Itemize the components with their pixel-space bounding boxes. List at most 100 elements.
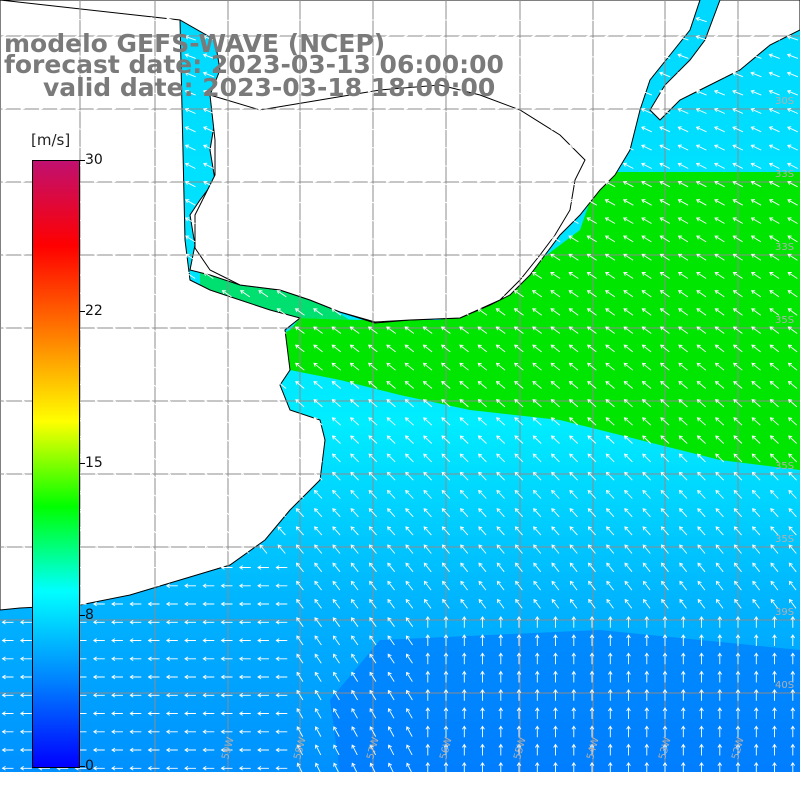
wind-arrow — [113, 471, 122, 481]
wind-arrow — [3, 435, 13, 444]
wind-arrow — [314, 635, 322, 646]
wind-arrow — [553, 761, 558, 772]
wind-arrow — [387, 744, 395, 756]
wind-arrow — [551, 562, 560, 573]
wind-arrow — [550, 435, 560, 444]
wind-arrow — [532, 489, 542, 499]
wind-arrow — [458, 217, 470, 224]
wind-arrow — [314, 617, 322, 627]
wind-arrow — [768, 16, 780, 23]
wind-arrow — [258, 308, 269, 316]
wind-arrow — [404, 272, 415, 279]
wind-arrow — [386, 344, 396, 353]
wind-arrow — [498, 670, 503, 683]
wind-arrow — [3, 489, 13, 499]
wind-arrow — [130, 144, 141, 151]
wind-arrow — [626, 725, 631, 738]
wind-arrow — [533, 598, 541, 609]
wind-arrow — [239, 89, 251, 96]
wind-arrow — [38, 89, 50, 96]
wind-arrow — [717, 743, 722, 756]
wind-arrow — [130, 326, 141, 334]
wind-arrow — [751, 362, 761, 371]
wind-arrow — [513, 235, 524, 243]
wind-arrow — [715, 489, 724, 499]
wind-arrow — [550, 326, 561, 334]
wind-arrow — [770, 580, 779, 591]
wind-arrow — [658, 53, 671, 59]
wind-arrow — [112, 417, 122, 426]
wind-arrow — [369, 598, 377, 609]
wind-arrow — [531, 144, 543, 151]
wind-arrow — [569, 526, 578, 536]
wind-arrow — [662, 652, 668, 665]
wind-arrow — [294, 326, 305, 334]
wind-arrow — [462, 743, 467, 756]
wind-arrow — [586, 71, 598, 78]
wind-arrow — [149, 362, 159, 371]
wind-arrow — [331, 399, 341, 408]
wind-arrow — [332, 617, 341, 627]
wind-arrow — [513, 71, 525, 78]
wind-arrow — [295, 526, 304, 536]
wind-arrow — [220, 583, 233, 588]
wind-arrow — [203, 344, 214, 353]
wind-arrow — [204, 526, 213, 536]
wind-arrow — [276, 290, 287, 298]
wind-arrow — [495, 344, 506, 353]
wind-arrow — [750, 290, 762, 298]
wind-arrow — [589, 670, 595, 683]
wind-arrow — [622, 199, 634, 206]
wind-arrow — [20, 71, 32, 78]
wind-arrow — [422, 399, 433, 408]
wind-arrow — [167, 362, 177, 371]
wind-arrow — [168, 544, 177, 554]
wind-arrow — [129, 747, 142, 753]
wind-arrow — [406, 689, 413, 701]
wind-arrow — [93, 199, 105, 206]
wind-arrow — [641, 308, 652, 316]
wind-arrow — [221, 308, 232, 316]
wind-arrow — [440, 253, 451, 261]
wind-arrow — [589, 707, 595, 719]
wind-arrow — [476, 162, 488, 169]
wind-arrow — [513, 89, 525, 96]
wind-arrow — [699, 761, 704, 772]
wind-arrow — [772, 761, 777, 772]
wind-arrow — [714, 126, 725, 133]
wind-arrow — [349, 199, 360, 206]
wind-arrow — [331, 253, 342, 261]
wind-arrow — [112, 362, 123, 371]
wind-arrow — [331, 435, 341, 444]
wind-arrow — [257, 747, 269, 753]
wind-arrow — [221, 162, 233, 169]
wind-arrow — [549, 16, 561, 23]
wind-arrow — [440, 144, 452, 151]
wind-arrow — [735, 615, 741, 628]
wind-arrow — [349, 235, 360, 243]
wind-arrow — [459, 380, 469, 389]
wind-arrow — [351, 744, 358, 756]
wind-arrow — [202, 766, 215, 771]
wind-arrow — [349, 308, 360, 316]
wind-arrow — [733, 562, 742, 573]
wind-arrow — [367, 217, 379, 224]
wind-arrow — [422, 344, 433, 353]
wind-arrow — [19, 729, 32, 734]
wind-arrow — [568, 399, 579, 408]
wind-arrow — [568, 326, 579, 334]
wind-arrow — [240, 399, 250, 408]
wind-arrow — [221, 108, 233, 114]
wind-arrow — [659, 290, 670, 298]
wind-arrow — [786, 16, 799, 23]
wind-arrow — [713, 16, 726, 23]
wind-arrow — [276, 380, 287, 389]
wind-arrow — [129, 35, 142, 41]
wind-arrow — [129, 16, 142, 23]
wind-arrow — [476, 53, 488, 59]
wind-arrow — [221, 144, 233, 151]
wind-arrow — [350, 580, 359, 591]
wind-arrow — [752, 562, 761, 573]
wind-arrow — [696, 326, 707, 334]
wind-arrow — [259, 453, 268, 463]
